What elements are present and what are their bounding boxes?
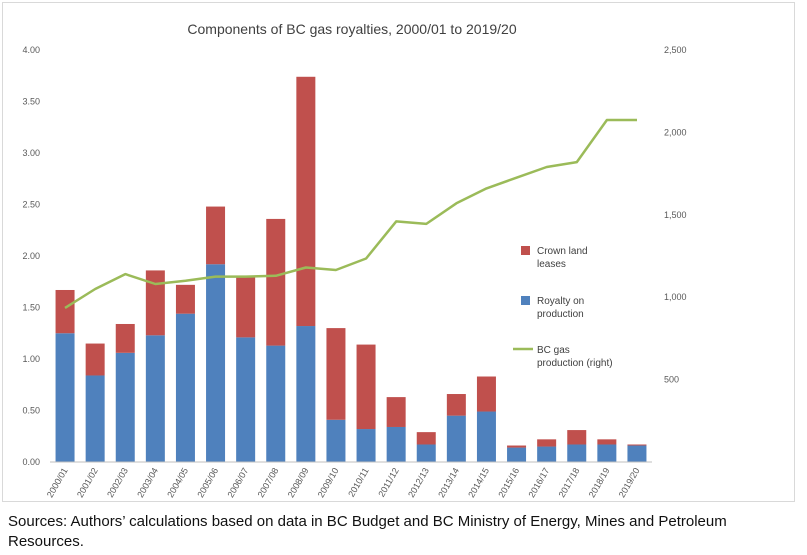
bar-crown-land xyxy=(266,218,286,346)
bar-royalty xyxy=(356,429,376,462)
bar-royalty xyxy=(537,446,557,462)
legend: Crown land leases Royalty on production BC g… xyxy=(513,246,613,369)
gas-production-line xyxy=(64,118,637,309)
x-tick-label: 2014/15 xyxy=(466,466,491,499)
left-tick-label: 3.00 xyxy=(22,148,40,158)
bar-crown-land xyxy=(507,445,527,448)
legend-swatch xyxy=(521,296,530,305)
bar-crown-land xyxy=(145,270,165,336)
x-tick-label: 2003/04 xyxy=(135,466,160,499)
x-tick-label: 2011/12 xyxy=(376,466,401,499)
right-axis-ticks: 2,500 2,000 1,500 1,000 500 xyxy=(664,45,687,385)
x-tick-label: 2007/08 xyxy=(256,466,281,499)
bar-royalty xyxy=(115,352,135,462)
gas-production-series xyxy=(64,118,637,309)
bar-crown-land xyxy=(446,394,466,416)
bar-royalty xyxy=(326,419,346,462)
x-tick-label: 2016/17 xyxy=(526,466,551,499)
bar-crown-land xyxy=(55,289,75,334)
x-axis-labels: 2000/01 2001/02 2002/03 2003/04 2004/05 2005/… xyxy=(45,466,642,499)
bar-crown-land xyxy=(85,343,105,376)
x-tick-label: 2017/18 xyxy=(557,466,582,499)
right-tick-label: 1,500 xyxy=(664,210,687,220)
bar-crown-land xyxy=(627,444,647,446)
x-tick-label: 2009/10 xyxy=(316,466,341,499)
bar-crown-land xyxy=(296,76,316,327)
left-tick-label: 1.50 xyxy=(22,303,40,313)
bar-royalty xyxy=(296,326,316,462)
legend-label: BC gas xyxy=(537,345,570,356)
left-tick-label: 2.50 xyxy=(22,200,40,210)
legend-label: production xyxy=(537,309,584,320)
chart: Components of BC gas royalties, 2000/01 … xyxy=(22,21,687,499)
x-tick-label: 2010/11 xyxy=(346,466,371,499)
left-tick-label: 0.00 xyxy=(22,457,40,467)
bar-crown-land xyxy=(597,439,617,445)
bar-crown-land xyxy=(206,206,226,265)
bar-crown-land xyxy=(236,276,256,338)
right-tick-label: 1,000 xyxy=(664,292,687,302)
legend-label: leases xyxy=(537,259,566,270)
x-tick-label: 2001/02 xyxy=(75,466,100,499)
left-tick-label: 0.50 xyxy=(22,406,40,416)
bar-royalty xyxy=(175,313,195,462)
bar-royalty xyxy=(386,426,406,462)
x-tick-label: 2004/05 xyxy=(165,466,190,499)
x-tick-label: 2005/06 xyxy=(195,466,220,499)
bar-royalty xyxy=(476,411,496,462)
bar-royalty xyxy=(85,375,105,462)
bar-crown-land xyxy=(567,430,587,445)
bar-royalty xyxy=(507,447,527,462)
left-axis-ticks: 4.00 3.50 3.00 2.50 2.00 1.50 1.00 0.50 0.00 xyxy=(22,45,40,467)
x-tick-label: 2015/16 xyxy=(496,466,521,499)
bar-crown-land xyxy=(326,328,346,420)
x-tick-label: 2008/09 xyxy=(286,466,311,499)
bar-royalty xyxy=(416,444,436,462)
bar-royalty xyxy=(55,333,75,462)
left-tick-label: 4.00 xyxy=(22,45,40,55)
x-tick-label: 2013/14 xyxy=(436,466,461,499)
bar-crown-land xyxy=(386,397,406,427)
x-tick-label: 2018/19 xyxy=(587,466,612,499)
bar-royalty xyxy=(627,445,647,462)
left-tick-label: 2.00 xyxy=(22,251,40,261)
right-tick-label: 2,500 xyxy=(664,45,687,55)
x-tick-label: 2002/03 xyxy=(105,466,130,499)
x-tick-label: 2019/20 xyxy=(617,466,642,499)
bars xyxy=(55,76,647,462)
legend-label: production (right) xyxy=(537,358,613,369)
bar-royalty xyxy=(266,345,286,462)
bar-royalty xyxy=(597,444,617,462)
x-tick-label: 2000/01 xyxy=(45,466,70,499)
legend-label: Royalty on xyxy=(537,296,584,307)
bar-crown-land xyxy=(537,439,557,447)
bar-crown-land xyxy=(476,376,496,412)
bar-royalty xyxy=(567,444,587,462)
legend-label: Crown land xyxy=(537,246,588,257)
legend-swatch xyxy=(521,246,530,255)
bar-crown-land xyxy=(356,344,376,430)
bar-royalty xyxy=(206,264,226,462)
source-note: Sources: Authors’ calculations based on … xyxy=(8,513,727,550)
bar-crown-land xyxy=(416,432,436,445)
x-tick-label: 2012/13 xyxy=(406,466,431,499)
x-tick-label: 2006/07 xyxy=(225,466,250,499)
right-tick-label: 2,000 xyxy=(664,127,687,137)
bar-crown-land xyxy=(115,323,135,353)
chart-title: Components of BC gas royalties, 2000/01 … xyxy=(187,21,516,37)
right-tick-label: 500 xyxy=(664,375,679,385)
bar-crown-land xyxy=(175,284,195,314)
bar-royalty xyxy=(446,415,466,462)
bar-royalty xyxy=(236,337,256,462)
left-tick-label: 1.00 xyxy=(22,354,40,364)
bar-royalty xyxy=(145,335,165,462)
left-tick-label: 3.50 xyxy=(22,97,40,107)
